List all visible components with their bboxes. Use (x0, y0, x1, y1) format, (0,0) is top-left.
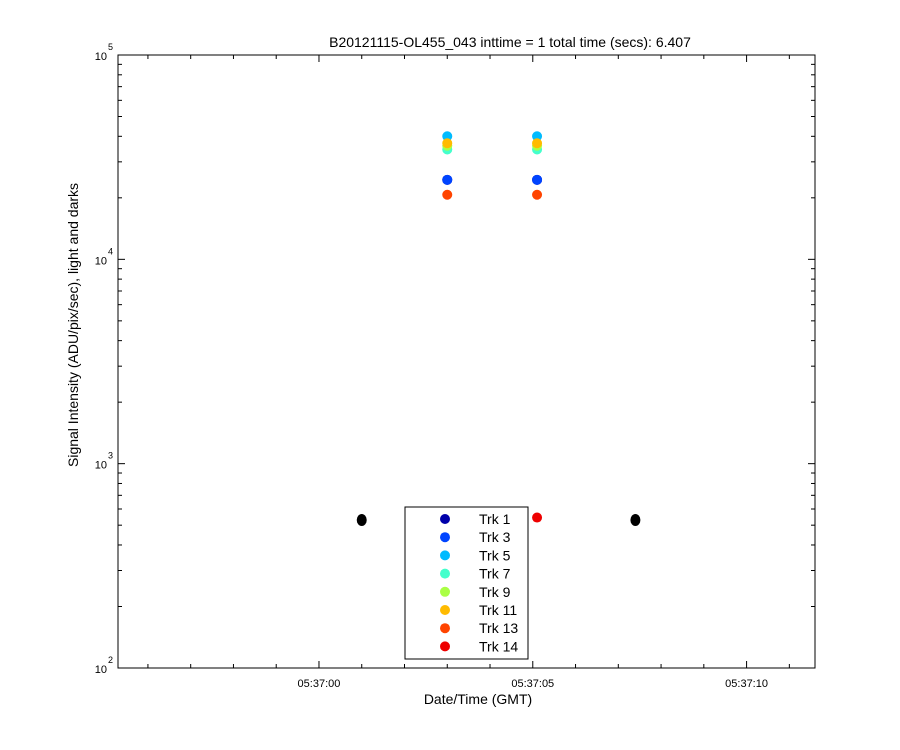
y-tick-label: 10 (95, 664, 107, 676)
data-point (532, 512, 543, 523)
legend-label: Trk 1 (479, 511, 511, 527)
legend-label: Trk 5 (479, 547, 511, 563)
legend-label: Trk 11 (479, 602, 517, 618)
legend-label: Trk 13 (479, 620, 518, 636)
y-tick-exponent: 3 (108, 451, 113, 461)
legend-marker (440, 550, 450, 561)
dark-point (630, 514, 641, 527)
data-point (442, 174, 453, 185)
legend-label: Trk 14 (479, 638, 518, 654)
legend: Trk 1 Trk 3 Trk 5 Trk 7 Trk 9 Trk 11 Trk 13 Trk… (404, 506, 529, 660)
y-tick-exponent: 4 (108, 246, 113, 256)
data-point (532, 189, 543, 200)
legend-marker (440, 532, 450, 543)
data-point (532, 131, 543, 142)
data-point (442, 138, 453, 149)
data-point (532, 138, 543, 149)
data-point (442, 189, 453, 200)
legend-label: Trk 3 (479, 529, 511, 545)
y-tick-label: 10 (95, 255, 107, 267)
chart-title: B20121115-OL455_043 inttime = 1 total ti… (329, 34, 691, 50)
y-tick-exponent: 2 (108, 655, 113, 665)
legend-marker (440, 514, 450, 524)
legend-label: Trk 9 (479, 584, 511, 600)
legend-marker (440, 623, 450, 634)
x-axis-label: Date/Time (GMT) (424, 691, 532, 707)
y-tick-label: 10 (95, 51, 107, 63)
y-tick-exponent: 5 (108, 42, 113, 52)
legend-marker (440, 605, 450, 615)
data-point (532, 174, 543, 185)
legend-marker (440, 568, 450, 579)
x-tick-label: 05:37:10 (725, 678, 768, 690)
legend-label: Trk 7 (479, 566, 511, 582)
legend-marker (440, 641, 450, 652)
x-tick-label: 05:37:05 (511, 678, 554, 690)
x-tick-label: 05:37:00 (298, 678, 341, 690)
dark-point (356, 514, 367, 527)
legend-marker (440, 586, 450, 597)
legend-box (404, 506, 529, 660)
y-tick-label: 10 (95, 460, 107, 472)
points-layer (356, 131, 641, 527)
data-point (442, 131, 453, 142)
y-axis-label: Signal Intensity (ADU/pix/sec), light an… (65, 183, 81, 467)
